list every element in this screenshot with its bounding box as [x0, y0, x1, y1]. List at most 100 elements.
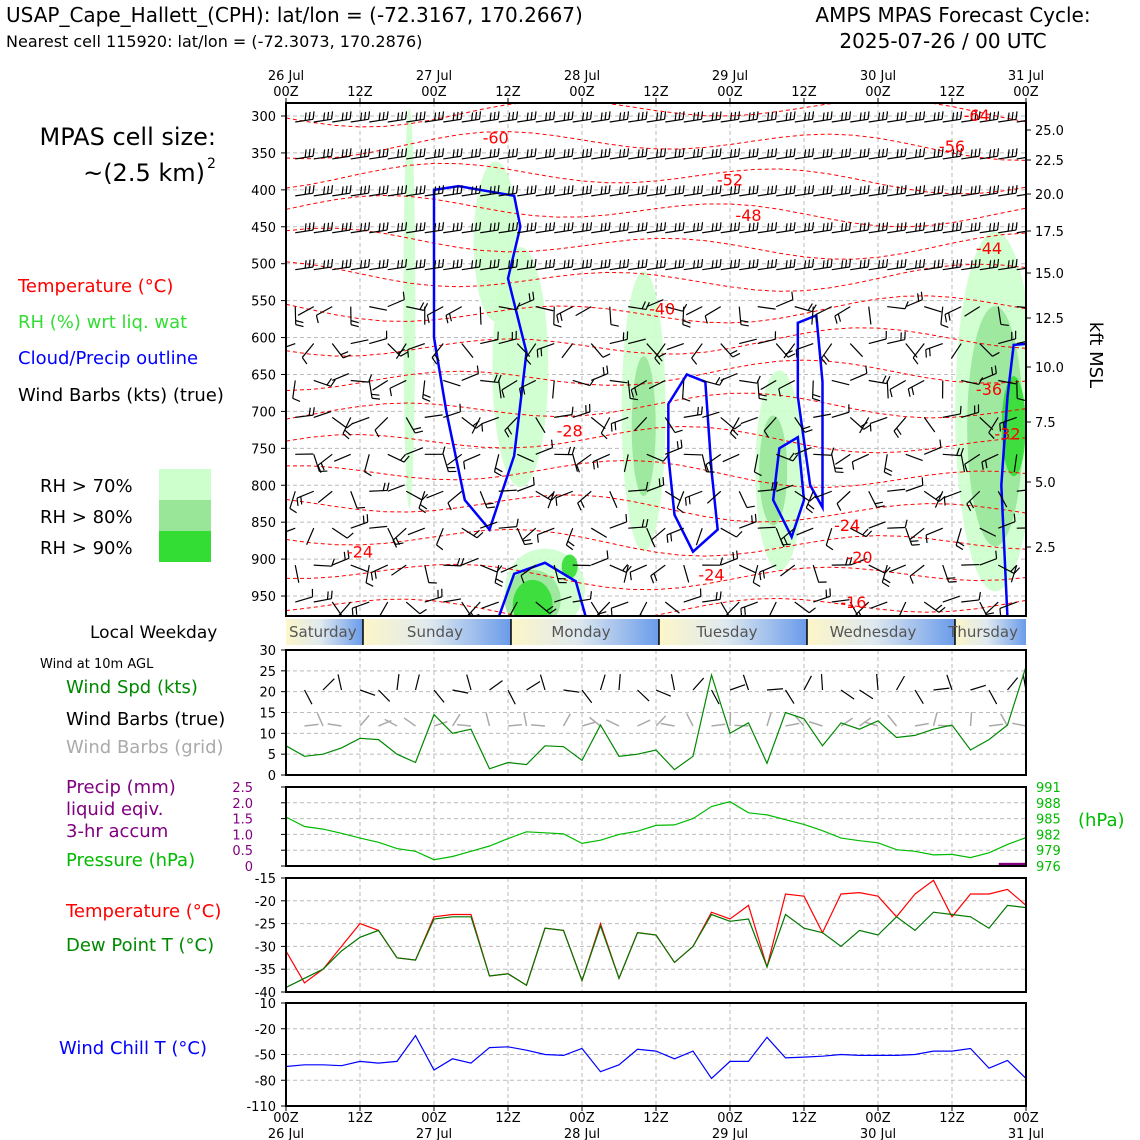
wind-barb-staff [794, 266, 813, 271]
wind-barb [739, 111, 759, 123]
wind-barb-flag [447, 502, 452, 511]
wind-barb-flag [497, 185, 500, 194]
wind-barb-flag [626, 185, 630, 194]
wind-barb-staff [554, 266, 573, 271]
true-wind-barb [803, 675, 812, 691]
grid-wind-barb [507, 723, 523, 727]
wind-barb-flag [733, 185, 737, 194]
wind-barb-flag [748, 186, 751, 195]
wind-barb-flag [955, 185, 959, 194]
wind-barb-flag [320, 462, 325, 471]
wind-barb-staff [292, 380, 296, 399]
isotherm-label: -32 [994, 424, 1020, 443]
wind-barb [525, 343, 537, 365]
wind-barb-staff [424, 155, 443, 160]
wind-barb-staff [646, 266, 665, 271]
wind-barb-flag [366, 514, 369, 523]
wind-barb-flag [301, 357, 308, 365]
wind-barb [720, 372, 738, 382]
wind-barb-flag [959, 148, 963, 157]
wind-barb-staff [831, 155, 850, 160]
wind-barb-staff [738, 306, 742, 325]
wind-barb-flag [674, 260, 677, 269]
wind-barb [905, 185, 926, 197]
wind-barb [461, 222, 482, 234]
wind-barb [535, 417, 546, 434]
wind-barb-flag [445, 315, 449, 324]
wind-barb-flag [526, 223, 529, 232]
cloud-outline [771, 435, 806, 541]
wind-barb-flag [382, 482, 386, 491]
wind-barb-staff [757, 526, 776, 529]
wind-barb-flag [885, 111, 889, 120]
wind-barb-staff [517, 266, 536, 271]
wind-barb-flag [1035, 111, 1036, 119]
wind-barb-staff [591, 266, 610, 271]
wind-barb-staff [814, 490, 832, 499]
wind-barb-flag [780, 539, 785, 548]
wind-barb-flag [841, 260, 844, 269]
rh-key-label: RH > 80% [40, 507, 133, 528]
wind-barb-flag [811, 185, 815, 194]
weekday-title: Local Weekday [90, 623, 217, 643]
wind-barb-staff [722, 453, 740, 463]
wind-barb [795, 342, 814, 358]
wind-barb-flag [989, 260, 992, 269]
wind-barb-flag [933, 149, 936, 158]
wind-barb-staff [593, 453, 610, 463]
cell-size-title: MPAS cell size: [40, 123, 216, 151]
wind-barb-flag [674, 112, 677, 121]
wind-barb-flag [863, 259, 866, 268]
wind-barb-flag [730, 223, 733, 232]
wind-barb-flag [526, 112, 529, 121]
wind-barb [776, 148, 796, 160]
wind-barb-staff [480, 192, 499, 197]
wind-barb-staff [443, 411, 461, 418]
wind-barb-staff [591, 372, 609, 382]
cell-info: Nearest cell 115920: lat/lon = (-72.3073… [6, 32, 422, 51]
wind-barb-flag [395, 537, 401, 546]
wind-barb [623, 564, 629, 583]
wind-barb-staff [720, 229, 739, 234]
wind-barb-staff [332, 155, 351, 160]
wind-barb-flag [419, 608, 427, 615]
wind-barb [796, 527, 814, 536]
wind-barb-flag [970, 260, 973, 269]
wind-barb-flag [456, 222, 459, 231]
wind-barb-flag [730, 186, 733, 195]
wind-barb-flag [397, 149, 400, 158]
grid-wind-barb [403, 717, 416, 727]
wind-barb-flag [862, 528, 869, 536]
wind-barb-flag [863, 424, 871, 430]
wind-barb-staff [685, 490, 703, 499]
wind-barb-flag [1031, 223, 1032, 231]
wind-barb-staff [979, 118, 998, 123]
wind-barb [443, 403, 461, 418]
wind-barb-flag [497, 258, 500, 268]
wind-barb [297, 306, 315, 316]
wind-barb [317, 490, 333, 504]
wind-barb-staff [480, 155, 499, 160]
wind-barb [630, 379, 648, 398]
wind-barb-flag [1011, 222, 1014, 231]
wind-barb [572, 111, 593, 123]
y-tick-label: 20 [259, 686, 276, 701]
wind-barb-flag [708, 462, 713, 471]
wind-barb [940, 306, 949, 329]
wind-barb [683, 148, 704, 160]
wind-barb-flag [602, 353, 611, 358]
wind-barb-flag [367, 185, 371, 194]
wind-barb-flag [666, 534, 669, 543]
wind-barb [520, 564, 537, 584]
wind-barb-flag [978, 377, 984, 385]
wind-barb-flag [626, 222, 630, 231]
wind-barb-staff [406, 192, 425, 197]
wind-barb-flag [534, 111, 537, 120]
wind-barb-staff [776, 118, 795, 123]
wind-barb-flag [471, 149, 474, 158]
wind-barb-flag [606, 550, 609, 559]
wind-barb-staff [868, 192, 887, 197]
wind-barb-flag [622, 111, 626, 120]
